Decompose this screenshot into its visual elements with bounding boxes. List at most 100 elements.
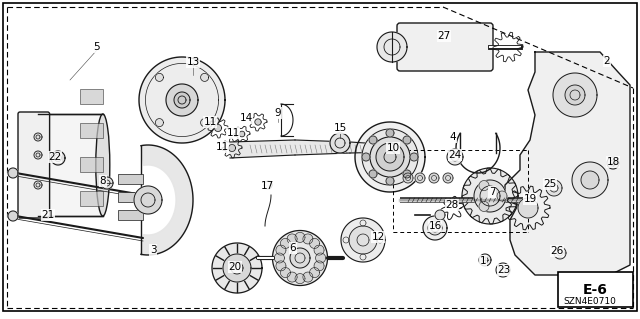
Polygon shape (403, 136, 411, 144)
Text: 21: 21 (42, 210, 54, 220)
Polygon shape (287, 234, 297, 244)
Polygon shape (518, 198, 538, 218)
Polygon shape (212, 243, 262, 293)
Text: 14: 14 (239, 113, 253, 123)
Text: SZN4E0710: SZN4E0710 (564, 298, 616, 307)
Polygon shape (572, 162, 608, 198)
Text: 9: 9 (275, 108, 282, 118)
Text: 28: 28 (445, 200, 459, 210)
Polygon shape (554, 247, 566, 259)
Polygon shape (295, 274, 305, 284)
FancyBboxPatch shape (397, 23, 493, 71)
Polygon shape (497, 191, 507, 201)
Polygon shape (479, 181, 489, 191)
Text: 10: 10 (387, 143, 399, 153)
Polygon shape (239, 131, 245, 137)
Ellipse shape (96, 114, 110, 216)
Polygon shape (377, 32, 407, 62)
Bar (80, 157, 103, 172)
Polygon shape (8, 168, 18, 178)
Polygon shape (565, 85, 585, 105)
Text: 2: 2 (604, 56, 611, 66)
Polygon shape (303, 234, 313, 244)
Polygon shape (200, 73, 209, 81)
Text: E-6: E-6 (583, 283, 608, 296)
Text: 22: 22 (49, 152, 61, 162)
Text: 27: 27 (437, 31, 451, 41)
Polygon shape (369, 170, 377, 178)
Polygon shape (314, 245, 324, 255)
Polygon shape (386, 129, 394, 137)
Polygon shape (443, 173, 453, 183)
Bar (80, 191, 103, 206)
Polygon shape (280, 268, 291, 278)
Polygon shape (230, 140, 295, 158)
Polygon shape (479, 201, 489, 211)
Bar (118, 210, 143, 220)
Text: 7: 7 (489, 187, 495, 197)
Polygon shape (276, 245, 286, 255)
Polygon shape (355, 122, 425, 192)
Polygon shape (403, 170, 411, 178)
Text: 3: 3 (150, 245, 156, 255)
Polygon shape (134, 186, 162, 214)
Polygon shape (101, 177, 113, 189)
Polygon shape (362, 153, 370, 161)
Polygon shape (139, 57, 225, 143)
Polygon shape (423, 216, 447, 240)
Text: 17: 17 (260, 181, 274, 191)
Text: 26: 26 (550, 246, 564, 256)
Polygon shape (369, 136, 377, 144)
Text: 20: 20 (228, 262, 241, 272)
Polygon shape (141, 145, 193, 255)
Text: 11: 11 (216, 142, 228, 152)
Polygon shape (273, 231, 328, 286)
Polygon shape (350, 142, 395, 153)
Bar (558, 272, 633, 307)
Polygon shape (314, 261, 324, 271)
Text: 6: 6 (290, 243, 296, 253)
Polygon shape (376, 143, 404, 171)
Polygon shape (287, 272, 297, 282)
Polygon shape (362, 129, 418, 185)
Polygon shape (386, 177, 394, 185)
Text: 16: 16 (428, 221, 442, 231)
Polygon shape (330, 133, 350, 153)
Polygon shape (505, 52, 630, 275)
Polygon shape (275, 253, 284, 263)
Polygon shape (310, 268, 319, 278)
Polygon shape (276, 261, 286, 271)
Text: 1: 1 (480, 256, 486, 266)
Polygon shape (415, 173, 425, 183)
Polygon shape (581, 171, 599, 189)
Polygon shape (264, 181, 272, 189)
Polygon shape (496, 263, 510, 277)
Polygon shape (34, 133, 42, 141)
Polygon shape (410, 153, 418, 161)
Polygon shape (447, 149, 463, 165)
Polygon shape (214, 124, 221, 131)
Polygon shape (479, 254, 491, 266)
Text: 15: 15 (333, 123, 347, 133)
Polygon shape (303, 272, 313, 282)
Polygon shape (51, 151, 65, 165)
Text: 4: 4 (450, 132, 456, 142)
Polygon shape (429, 173, 439, 183)
Polygon shape (34, 181, 42, 189)
Text: 19: 19 (524, 194, 536, 204)
Polygon shape (295, 140, 350, 155)
Text: 25: 25 (543, 179, 557, 189)
Text: 8: 8 (100, 176, 106, 186)
Bar (118, 192, 143, 202)
Polygon shape (228, 145, 236, 152)
Polygon shape (200, 119, 209, 127)
Bar (34, 114, 103, 216)
Polygon shape (174, 92, 190, 108)
Polygon shape (403, 173, 413, 183)
Polygon shape (310, 238, 319, 249)
Polygon shape (607, 157, 619, 169)
Text: 11: 11 (227, 128, 239, 138)
Polygon shape (349, 226, 377, 254)
Bar (80, 123, 103, 138)
Polygon shape (546, 180, 562, 196)
